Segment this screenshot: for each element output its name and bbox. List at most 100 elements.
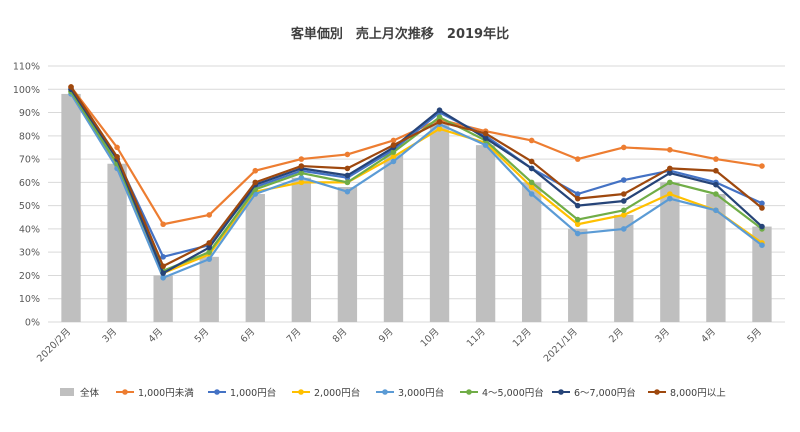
series-line-1	[70, 86, 763, 226]
legend-label: 2,000円台	[314, 387, 360, 399]
x-tick-label: 2020/2月	[35, 326, 73, 364]
legend-swatch-marker	[214, 389, 220, 395]
legend-item-2: 1,000円台	[208, 387, 276, 399]
point-4-14	[713, 207, 719, 214]
bar-x-0	[61, 93, 81, 322]
bar-x-7	[383, 154, 404, 322]
bar-x-4	[245, 194, 265, 322]
bar-x-15	[752, 226, 772, 322]
point-1-12	[620, 144, 627, 151]
point-7-6	[344, 165, 351, 172]
legend-swatch	[60, 388, 74, 396]
legend-item-7: 8,000円以上	[648, 388, 726, 399]
bar-x-14	[706, 194, 726, 322]
series-line-4	[70, 93, 763, 279]
point-5-8	[436, 114, 443, 120]
legend-label: 1,000円未満	[138, 387, 194, 399]
y-tick-label: 100%	[13, 85, 40, 96]
y-tick-label: 60%	[19, 178, 40, 189]
legend-item-4: 3,000円台	[376, 387, 444, 399]
point-7-7	[390, 142, 397, 148]
x-tick-label: 12月	[511, 326, 534, 349]
point-1-10	[528, 137, 535, 144]
legend-label: 6～7,000円台	[574, 387, 636, 399]
point-6-9	[482, 135, 489, 141]
y-tick-label: 90%	[19, 108, 40, 119]
point-5-5	[298, 170, 305, 176]
legend-label: 3,000円台	[398, 387, 444, 399]
legend-label: 4～5,000円台	[482, 387, 544, 399]
bar-x-8	[429, 124, 450, 322]
bar-x-3	[199, 256, 219, 322]
point-5-10	[528, 179, 535, 186]
y-tick-label: 0%	[25, 318, 40, 329]
point-1-13	[667, 146, 673, 153]
point-6-15	[759, 223, 765, 230]
point-1-7	[390, 137, 397, 144]
bar-x-10	[521, 182, 542, 322]
legend-swatch-marker	[558, 389, 564, 395]
point-1-4	[252, 167, 259, 174]
legend: 全体 1,000円未満 1,000円台 2,000円台 3,000円台 4～5,000円台…	[60, 387, 726, 399]
bar-x-5	[291, 177, 312, 322]
point-6-6	[344, 172, 351, 179]
bar-x-1	[107, 163, 127, 322]
point-6-2	[160, 270, 166, 276]
point-7-9	[482, 130, 489, 137]
point-7-0	[68, 84, 74, 90]
point-5-3	[206, 249, 213, 255]
legend-item-1: 1,000円未満	[116, 387, 194, 399]
point-1-6	[344, 151, 351, 158]
point-7-1	[114, 153, 120, 160]
point-1-5	[298, 156, 305, 162]
x-tick-label: 2021/1月	[542, 326, 580, 364]
legend-label: 全体	[80, 387, 100, 399]
point-7-3	[206, 240, 213, 246]
y-tick-label: 30%	[19, 248, 40, 259]
point-5-6	[344, 179, 351, 186]
point-7-2	[160, 263, 166, 269]
bar-layer	[61, 93, 772, 322]
legend-item-3: 2,000円台	[292, 387, 360, 399]
point-5-7	[390, 149, 397, 155]
point-4-10	[528, 191, 535, 197]
bar-x-11	[568, 228, 588, 322]
y-tick-label: 50%	[19, 201, 40, 212]
y-tick-label: 80%	[19, 131, 40, 142]
point-5-13	[667, 179, 673, 186]
bar-x-2	[153, 275, 173, 322]
point-7-10	[528, 158, 535, 165]
point-7-4	[252, 179, 259, 186]
y-tick-label: 40%	[19, 224, 40, 235]
point-1-3	[206, 212, 213, 218]
point-1-1	[114, 144, 120, 151]
x-tick-label: 3月	[100, 326, 119, 345]
point-7-8	[436, 119, 443, 125]
point-2-2	[160, 254, 166, 260]
legend-swatch-marker	[466, 389, 472, 395]
series-line-2	[70, 88, 763, 258]
point-4-9	[482, 142, 489, 148]
point-4-3	[206, 256, 213, 262]
point-7-14	[713, 167, 719, 174]
series-7	[68, 84, 765, 269]
point-1-15	[759, 163, 765, 169]
point-7-5	[298, 163, 305, 169]
point-3-5	[298, 179, 305, 186]
legend-swatch-marker	[122, 389, 128, 395]
legend-item-5: 4～5,000円台	[460, 387, 544, 399]
bar-x-13	[660, 182, 680, 322]
x-tick-label: 4月	[147, 326, 166, 345]
chart-title: 客単価別 売上月次推移 2019年比	[291, 26, 509, 42]
point-6-10	[528, 165, 535, 172]
point-4-12	[620, 226, 627, 232]
point-7-13	[667, 165, 673, 172]
series-line-6	[70, 88, 763, 275]
point-4-7	[390, 158, 397, 165]
line-layer	[68, 84, 765, 281]
x-tick-label: 8月	[331, 326, 350, 345]
legend-swatch-marker	[654, 389, 660, 395]
point-3-7	[390, 153, 397, 160]
